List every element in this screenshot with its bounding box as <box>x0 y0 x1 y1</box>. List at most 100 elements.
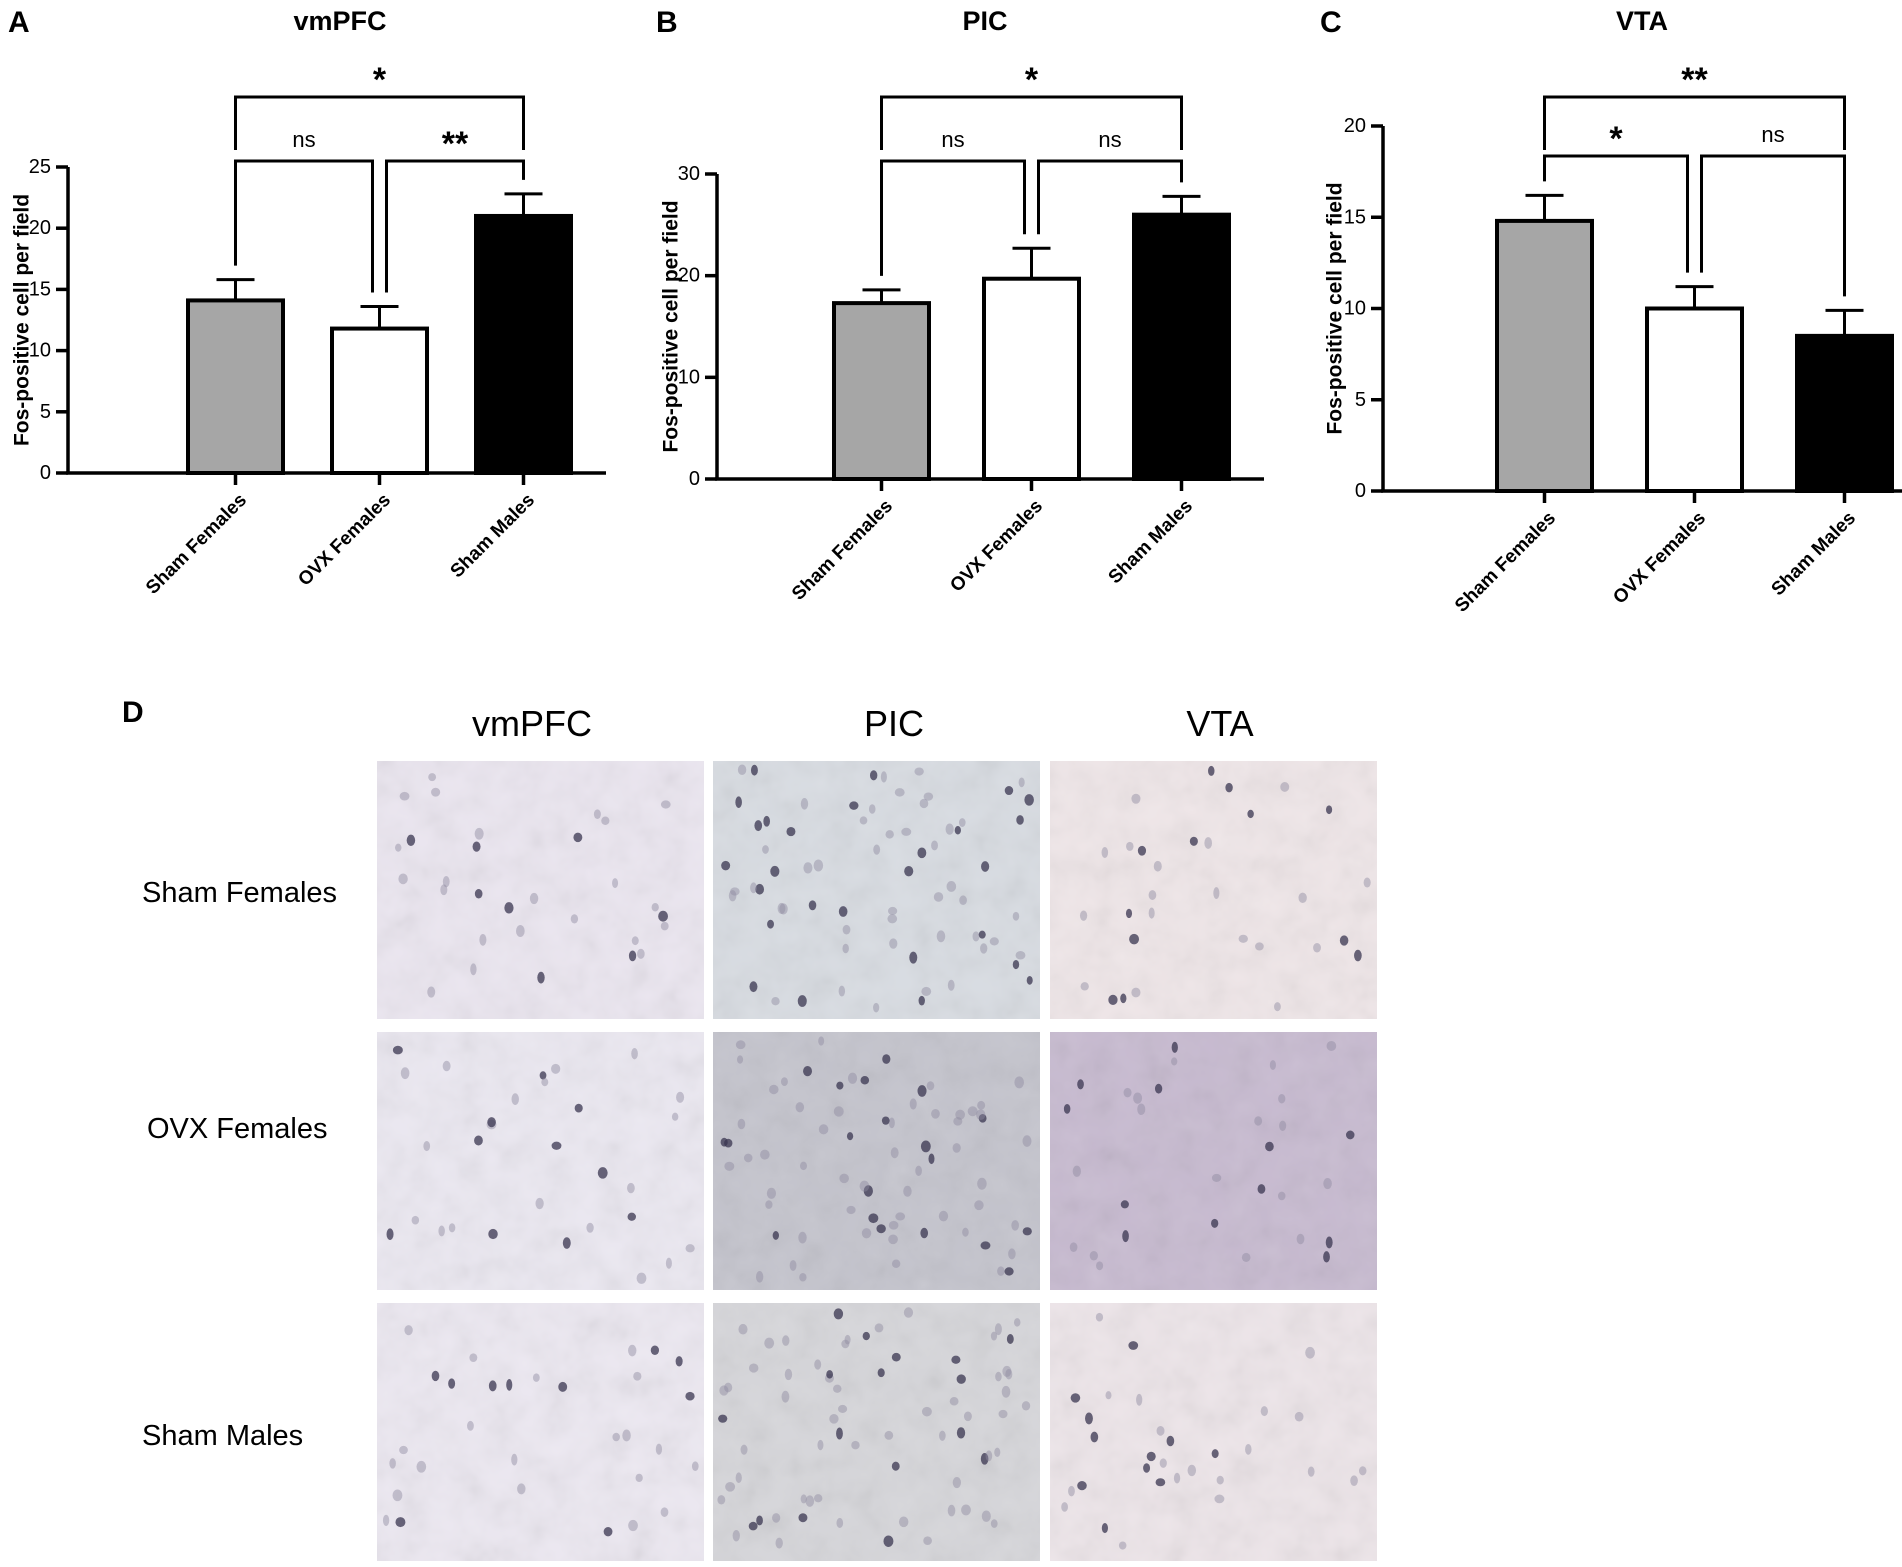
cell-nucleus <box>833 1308 844 1320</box>
cell-nucleus <box>1274 1002 1281 1012</box>
cell-nucleus <box>399 1445 408 1455</box>
micrograph-texture <box>713 1303 1040 1561</box>
cell-nucleus <box>808 900 817 911</box>
cell-nucleus <box>762 845 769 854</box>
bar-ovx-females <box>982 276 1081 482</box>
cell-nucleus <box>861 1228 872 1239</box>
cell-nucleus <box>959 895 967 906</box>
micrograph-texture <box>713 761 1040 1019</box>
cell-nucleus <box>1014 1076 1024 1089</box>
cell-nucleus <box>755 1271 764 1283</box>
cell-nucleus <box>1069 1242 1078 1252</box>
cell-nucleus <box>382 1514 390 1527</box>
y-tick-label: 5 <box>40 401 51 423</box>
cell-nucleus <box>797 995 807 1007</box>
cell-nucleus <box>842 924 851 935</box>
cell-nucleus <box>784 1368 793 1381</box>
cell-nucleus <box>395 1517 406 1528</box>
cell-nucleus <box>1126 841 1134 851</box>
cell-nucleus <box>920 1227 929 1239</box>
cell-nucleus <box>627 1212 636 1221</box>
cell-nucleus <box>772 1513 781 1523</box>
cell-nucleus <box>750 882 757 894</box>
cell-nucleus <box>909 1098 917 1110</box>
cell-nucleus <box>748 1363 759 1373</box>
chart-pic: B PIC Fos-positive cell per field 0 10 20 30 Sh… <box>656 6 1264 605</box>
cell-nucleus <box>779 903 788 915</box>
cell-nucleus <box>1004 1267 1014 1276</box>
cell-nucleus <box>894 788 905 797</box>
micrograph-texture <box>377 1303 704 1561</box>
micrograph-texture <box>1050 1303 1377 1561</box>
cell-nucleus <box>1265 1141 1274 1152</box>
significance-label: * <box>373 61 387 99</box>
cell-nucleus <box>735 1472 742 1483</box>
cell-nucleus <box>1108 994 1118 1006</box>
y-tick-label: 10 <box>29 340 51 362</box>
cell-nucleus <box>868 1213 879 1224</box>
cell-nucleus <box>593 809 601 820</box>
cell-nucleus <box>763 815 771 827</box>
cell-nucleus <box>474 827 484 840</box>
cell-nucleus <box>1260 1406 1268 1417</box>
category-label: Sham Males <box>1768 508 1861 601</box>
cell-nucleus <box>1254 1116 1263 1126</box>
bar-sham-females <box>186 298 285 475</box>
y-tick-label: 30 <box>678 163 700 185</box>
cell-nucleus <box>665 1257 672 1269</box>
bar-sham-males <box>1132 212 1231 482</box>
cell-nucleus <box>1277 1191 1286 1201</box>
cell-nucleus <box>772 1231 779 1240</box>
cell-nucleus <box>488 1380 497 1392</box>
cell-nucleus <box>627 1182 635 1194</box>
cell-nucleus <box>777 902 786 915</box>
significance-bracket <box>385 159 525 293</box>
cell-nucleus <box>798 1231 807 1244</box>
bar-sham-males <box>474 213 573 476</box>
cell-nucleus <box>849 801 859 810</box>
cell-nucleus <box>1214 1494 1225 1504</box>
cell-nucleus <box>860 1076 870 1085</box>
cell-nucleus <box>756 1515 763 1526</box>
cell-nucleus <box>891 1352 901 1362</box>
cell-nucleus <box>1211 1449 1219 1459</box>
cell-nucleus <box>631 936 639 946</box>
cell-nucleus <box>535 1197 544 1210</box>
cell-nucleus <box>829 1413 839 1424</box>
cell-nucleus <box>1061 1502 1068 1512</box>
cell-nucleus <box>685 1244 695 1253</box>
cell-nucleus <box>994 1447 1001 1457</box>
cell-nucleus <box>504 902 514 914</box>
cell-nucleus <box>1241 1252 1251 1262</box>
cell-nucleus <box>844 1334 851 1345</box>
cell-nucleus <box>859 816 868 825</box>
cell-nucleus <box>1166 1435 1175 1447</box>
cell-nucleus <box>961 1504 971 1516</box>
cell-nucleus <box>881 1116 890 1125</box>
bar-sham-females <box>832 301 931 481</box>
cell-nucleus <box>628 950 637 962</box>
cell-nucleus <box>628 1519 638 1532</box>
cell-nucleus <box>928 1153 935 1165</box>
significance-label: * <box>1609 120 1623 158</box>
cell-nucleus <box>1204 837 1213 849</box>
cell-nucleus <box>1004 786 1014 796</box>
significance-label: ns <box>941 127 964 152</box>
cell-nucleus <box>938 1210 949 1222</box>
cell-nucleus <box>676 1091 685 1103</box>
cell-nucleus <box>923 792 934 801</box>
cell-nucleus <box>720 1137 728 1147</box>
cell-nucleus <box>691 1461 699 1472</box>
cell-nucleus <box>817 1439 824 1451</box>
cell-nucleus <box>914 767 924 776</box>
significance-label: ns <box>292 127 315 152</box>
micrograph-texture <box>377 1032 704 1290</box>
cell-nucleus <box>411 1215 420 1225</box>
cell-nucleus <box>1296 1233 1305 1245</box>
cell-nucleus <box>859 1180 870 1192</box>
micrograph-ovx-females-vmpfc <box>377 1032 704 1290</box>
category-label: Sham Females <box>1451 508 1560 617</box>
cell-nucleus <box>511 1093 519 1106</box>
micrograph-panel: D vmPFC PIC VTA Sham Females OVX Females… <box>122 696 1377 1561</box>
